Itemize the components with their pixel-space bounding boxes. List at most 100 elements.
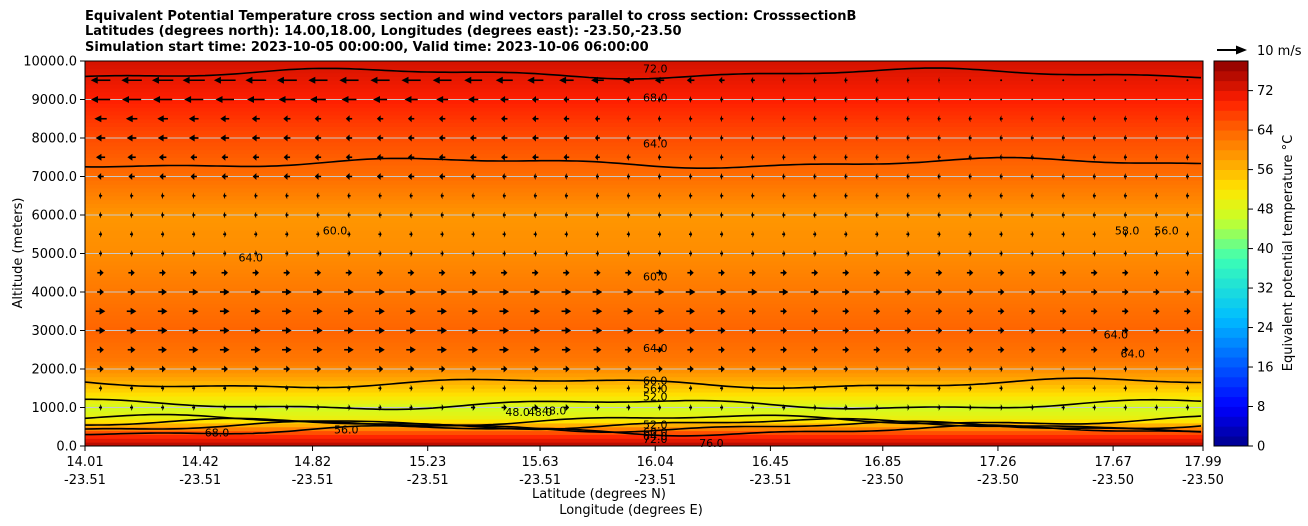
wind-vector-head xyxy=(566,384,568,392)
wind-vector-head xyxy=(1000,327,1005,334)
wind-vector-head xyxy=(782,211,785,219)
wind-vector-head xyxy=(1185,173,1188,180)
field-band xyxy=(85,430,1203,435)
wind-vector-head xyxy=(131,250,134,257)
wind-vector-head xyxy=(533,211,536,219)
colorbar-steps xyxy=(1214,61,1248,447)
wind-vector-head xyxy=(907,230,910,238)
field-band xyxy=(85,380,1203,385)
wind-vector xyxy=(969,79,972,82)
wind-vector-head xyxy=(1092,153,1095,161)
wind-vector-head xyxy=(410,307,416,315)
wind-vector-head xyxy=(720,192,722,200)
wind-vector-head xyxy=(1187,230,1190,238)
wind-key-label: 10 m/s xyxy=(1257,44,1302,59)
wind-vector-head xyxy=(658,288,665,296)
wind-vector-head xyxy=(627,269,632,277)
field-band xyxy=(85,388,1203,393)
field-band xyxy=(85,280,1203,285)
wind-vector-head xyxy=(348,288,354,296)
wind-vector-head xyxy=(192,346,199,354)
x-tick-label-latitude: 14.01 xyxy=(66,455,103,470)
wind-vector-head xyxy=(686,76,692,84)
wind-vector-head xyxy=(348,384,351,392)
wind-vector-head xyxy=(721,250,724,257)
wind-vector-head xyxy=(1155,307,1160,315)
wind-vector-head xyxy=(527,76,535,84)
wind-vector-head xyxy=(97,173,102,180)
wind-vector-head xyxy=(441,269,446,277)
field-band xyxy=(85,218,1203,224)
wind-vector-head xyxy=(937,153,940,161)
wind-vector-head xyxy=(563,134,567,142)
wind-vector-head xyxy=(565,404,570,411)
wind-vector-head xyxy=(718,76,723,84)
contour-label: 64.0 xyxy=(1104,328,1129,341)
wind-vector-head xyxy=(379,230,382,238)
wind-vector-head xyxy=(1062,230,1065,238)
x-tick-label-latitude: 17.26 xyxy=(979,455,1016,470)
wind-vector-head xyxy=(565,307,572,315)
wind-vector-head xyxy=(626,115,629,123)
wind-vector-head xyxy=(906,115,909,123)
wind-vector-head xyxy=(1093,288,1098,296)
wind-vector-head xyxy=(563,96,567,103)
wind-vector-head xyxy=(472,384,475,392)
x-tick-label-latitude: 16.04 xyxy=(637,455,674,470)
field-band xyxy=(85,261,1203,266)
wind-vector-head xyxy=(153,96,161,103)
wind-vector-head xyxy=(937,211,940,219)
field-band xyxy=(85,342,1203,347)
wind-vector-head xyxy=(626,96,629,103)
wind-vector-head xyxy=(999,211,1002,219)
colorbar-tick-label: 72 xyxy=(1257,84,1274,99)
colorbar-step xyxy=(1214,436,1248,447)
wind-vector-head xyxy=(534,269,539,277)
field-band xyxy=(85,249,1203,254)
wind-vector-head xyxy=(193,384,196,392)
wind-vector-head xyxy=(875,173,878,180)
wind-vector-head xyxy=(345,134,350,142)
wind-vector-head xyxy=(845,250,848,257)
wind-vector-head xyxy=(564,173,567,180)
wind-vector-head xyxy=(432,76,440,84)
wind-vector-head xyxy=(378,192,381,200)
wind-vector-head xyxy=(1155,327,1160,334)
wind-vector-head xyxy=(782,96,785,103)
contour-line xyxy=(85,67,1202,80)
contour-label: 68.0 xyxy=(643,92,668,105)
wind-vector-head xyxy=(938,384,941,392)
wind-vector-head xyxy=(626,134,629,142)
wind-vector-head xyxy=(502,211,505,219)
wind-vector-head xyxy=(130,307,137,315)
wind-vector-head xyxy=(100,384,103,392)
wind-vector-head xyxy=(782,173,785,180)
wind-vector-head xyxy=(378,211,381,219)
wind-vector-head xyxy=(1093,346,1098,354)
field-band xyxy=(85,315,1203,320)
wind-vector-head xyxy=(845,365,848,373)
wind-vector-head xyxy=(720,269,725,277)
y-tick-label: 6000.0 xyxy=(32,209,78,224)
field-band xyxy=(85,99,1203,104)
wind-vector-head xyxy=(534,288,541,296)
wind-vector-head xyxy=(876,288,881,296)
wind-vector-head xyxy=(314,134,319,142)
x-tick-label-latitude: 16.85 xyxy=(864,455,901,470)
wind-vector-head xyxy=(182,76,190,84)
wind-vector-head xyxy=(1031,269,1036,277)
wind-vector-head xyxy=(316,288,323,296)
wind-vector-head xyxy=(283,153,288,161)
wind-vector-head xyxy=(1187,250,1190,257)
wind-vector-head xyxy=(1000,404,1003,411)
colorbar-step xyxy=(1214,426,1248,437)
y-axis: 0.0 1000.0 2000.0 3000.0 4000.0 5000.0 6000.0 7… xyxy=(23,55,85,455)
wind-vector-head xyxy=(1154,192,1157,200)
wind-vector-head xyxy=(906,153,909,161)
wind-vector-head xyxy=(627,307,634,315)
wind-vector-head xyxy=(308,76,316,84)
colorbar-step xyxy=(1214,238,1248,249)
wind-vector-head xyxy=(814,327,819,334)
colorbar-label: Equivalent potential temperature °C xyxy=(1281,135,1296,371)
contour-label: 52.0 xyxy=(643,418,668,431)
